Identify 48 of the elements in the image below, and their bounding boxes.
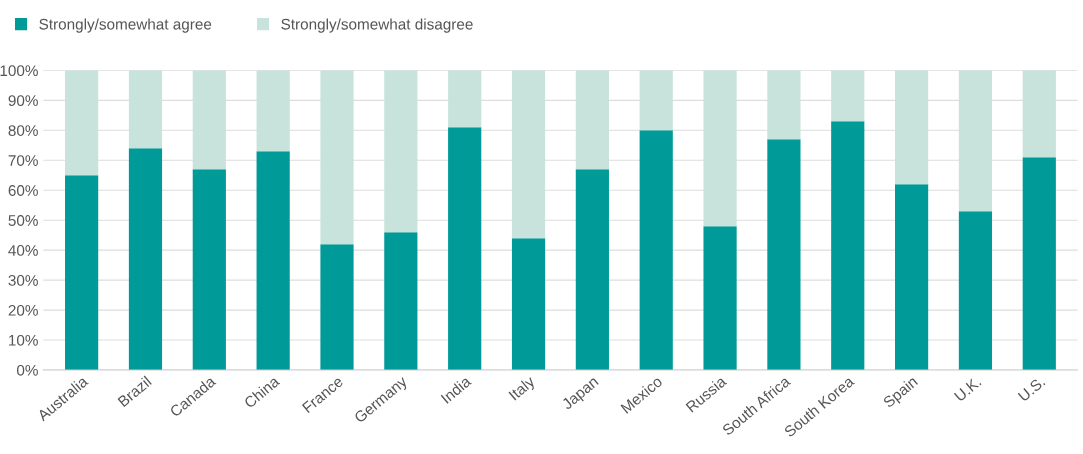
bar [448,70,482,128]
y-tick-label: 90% [8,95,38,107]
bar [767,70,801,140]
y-tick-label: 10% [9,334,38,346]
legend-label: Strongly/somewhat disagree [281,18,473,33]
bar [831,70,865,122]
bar [1022,157,1056,371]
bar [448,127,482,371]
bar [320,70,354,245]
bar [511,238,546,371]
y-tick-label: 70% [8,155,38,166]
y-tick-label: 50% [8,215,38,226]
bar [320,244,354,371]
y-tick-label: 20% [8,304,38,316]
y-tick-label: 40% [8,245,38,256]
bar [128,70,163,149]
bar [192,70,226,170]
bar [384,70,418,233]
y-tick-label: 30% [8,274,38,286]
bar [958,70,993,212]
y-tick-label: 80% [8,125,38,136]
x-tick-label: Italy [508,374,538,403]
bar [128,148,163,371]
y-tick-label: 60% [8,185,38,196]
bar [831,121,865,371]
bar [256,151,290,371]
bar [703,226,737,371]
bar [894,70,929,185]
bar [511,70,546,239]
bar [1022,70,1056,158]
bar [192,169,226,371]
bar [894,184,929,371]
bar [65,70,99,176]
bar [703,70,737,227]
x-tick-label: U.S. [1017,376,1046,402]
bar [575,70,609,170]
bar [256,70,290,152]
bar [575,169,609,371]
y-tick-label: 100% [0,65,38,77]
bar [65,175,99,371]
bar [384,232,418,371]
legend-label: Strongly/somewhat agree [39,18,212,33]
y-tick-label: 0% [16,364,38,376]
bar [958,211,993,371]
bar [639,130,673,371]
x-tick-label: U.K. [953,376,982,402]
bar [639,70,673,131]
bar [767,139,801,371]
